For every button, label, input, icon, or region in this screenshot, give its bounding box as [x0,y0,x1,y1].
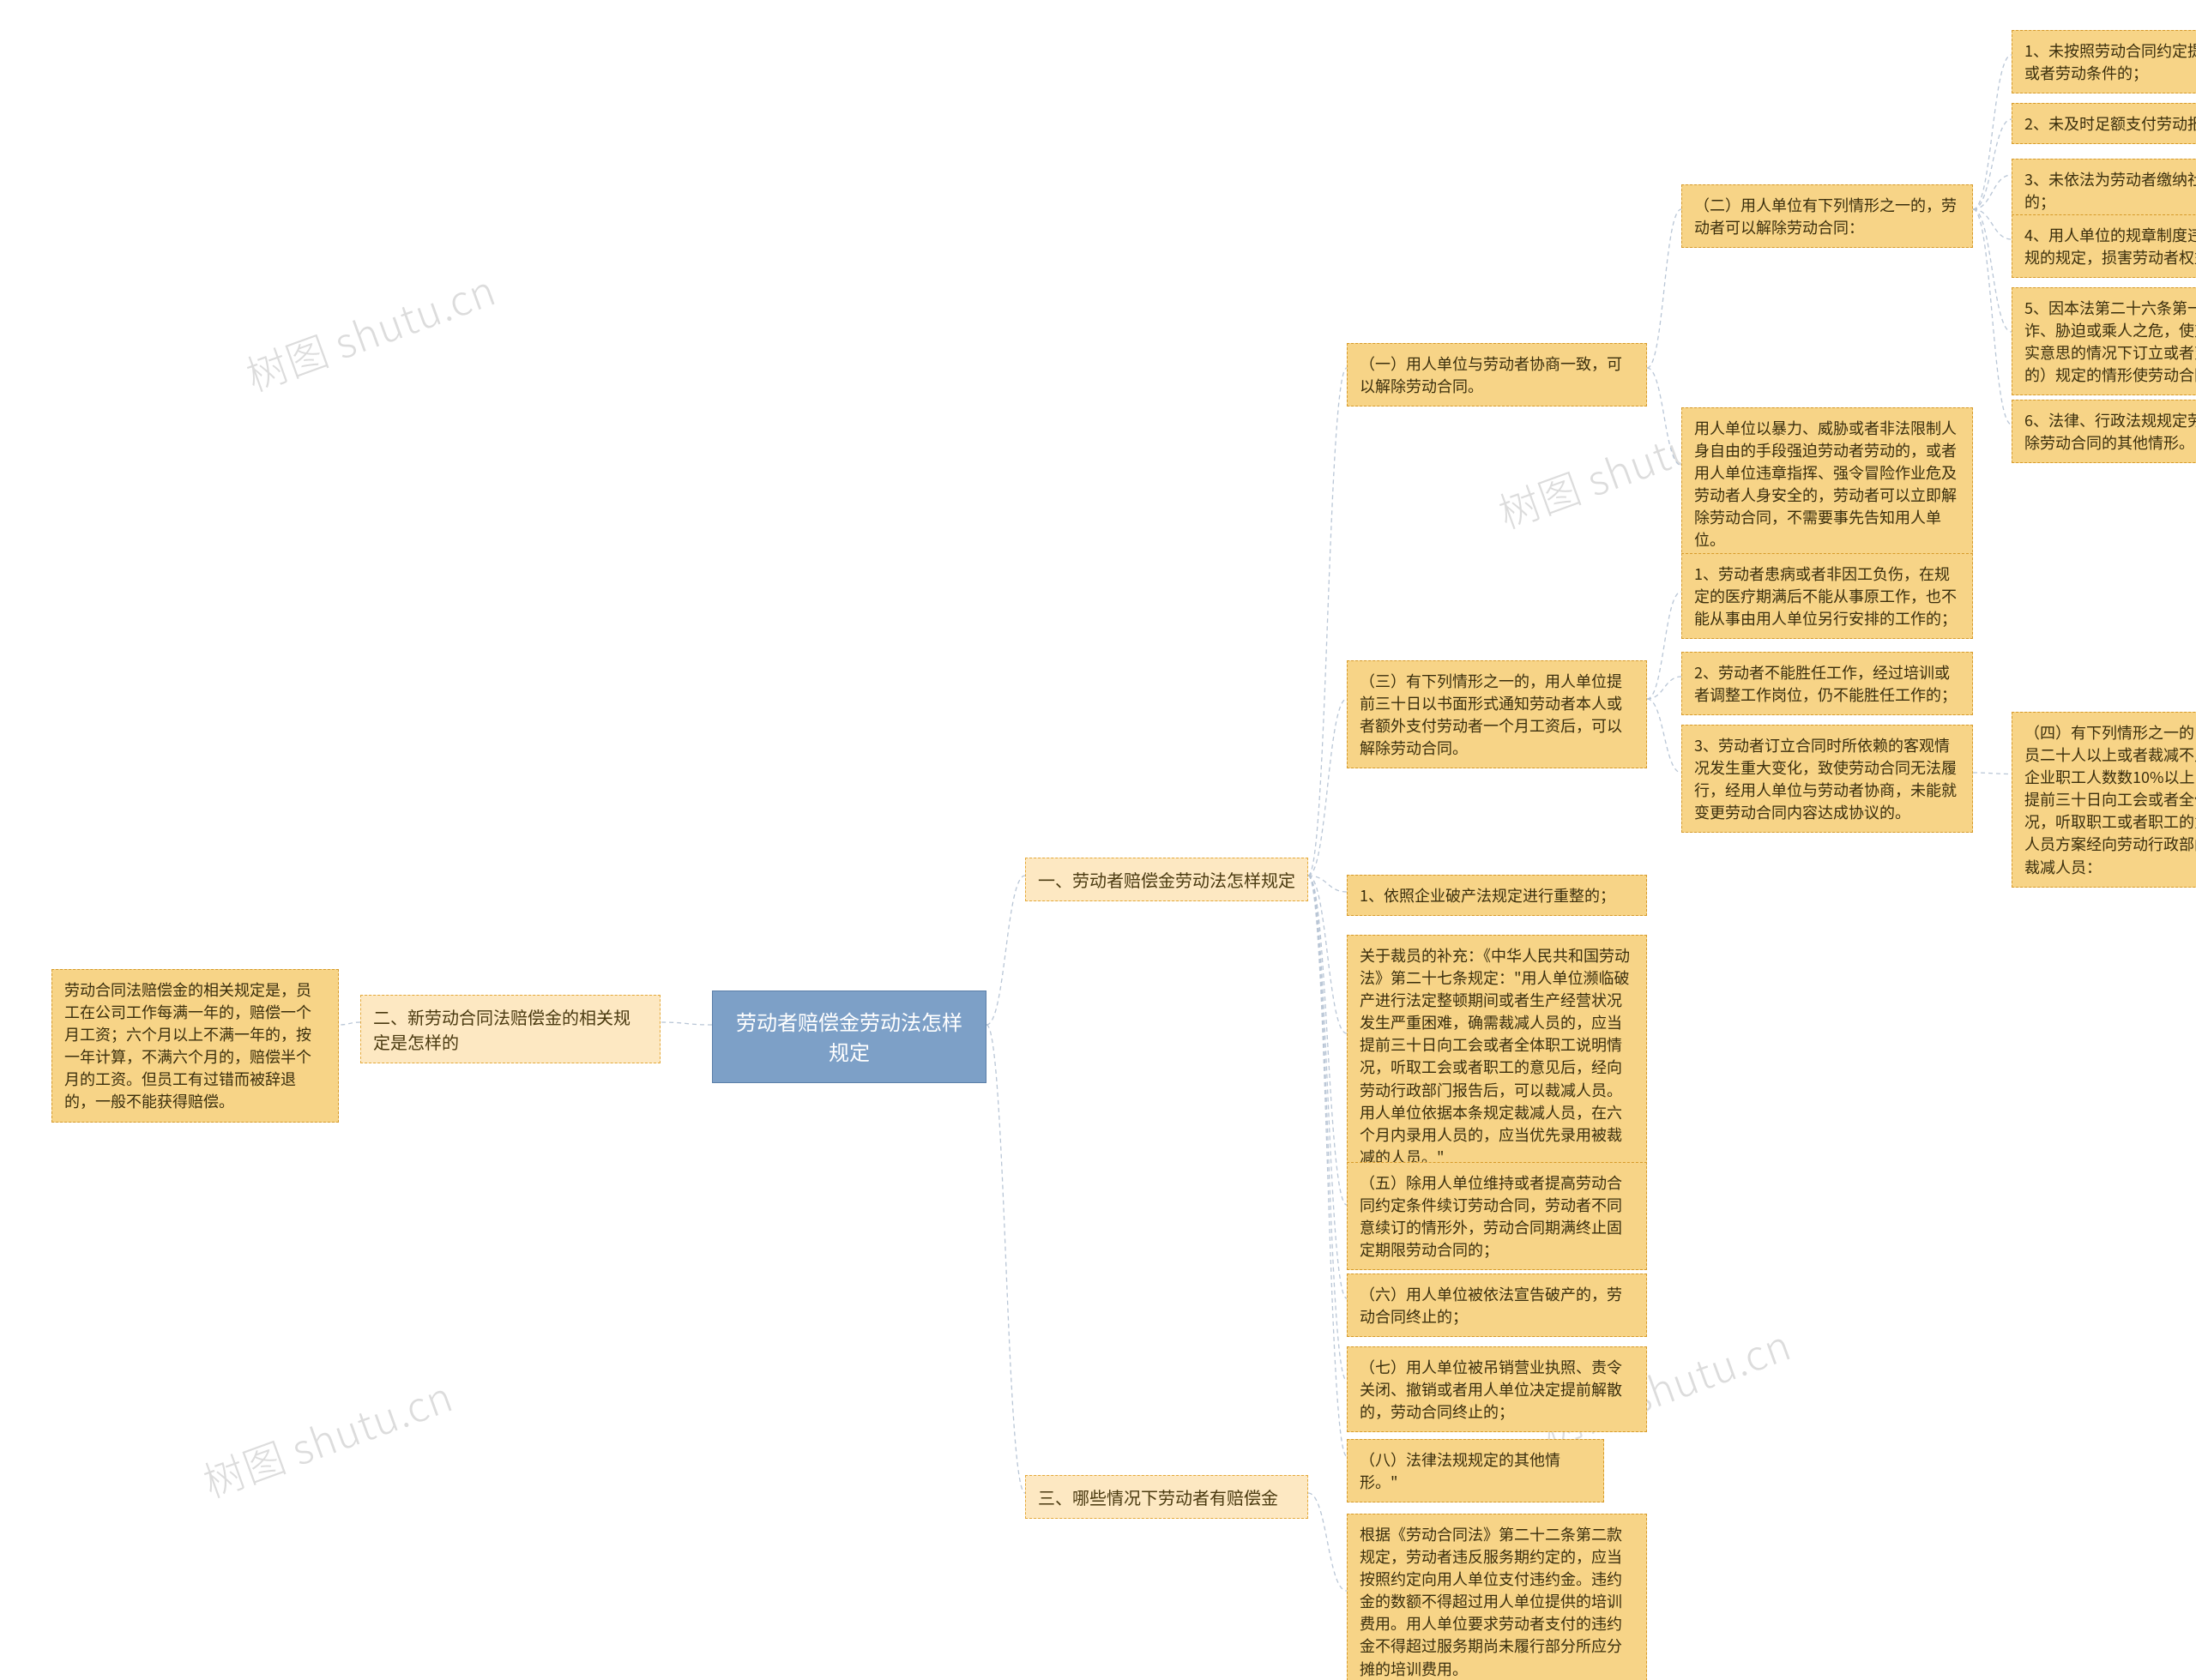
leaf-c2-i6: 6、法律、行政法规规定劳动者可以解除劳动合同的其他情形。 [2012,400,2196,463]
watermark: 树图 shutu.cn [237,257,503,403]
leaf-s3-detail: 根据《劳动合同法》第二十二条第二款规定，劳动者违反服务期约定的，应当按照约定向用… [1347,1514,1647,1680]
branch-section-3[interactable]: 三、哪些情况下劳动者有赔偿金 [1025,1475,1308,1519]
leaf-s1-c7: （七）用人单位被吊销营业执照、责令关闭、撤销或者用人单位决定提前解散的，劳动合同… [1347,1346,1647,1432]
connector-layer [0,0,2196,1680]
leaf-c3-j3: 3、劳动者订立合同时所依赖的客观情况发生重大变化，致使劳动合同无法履行，经用人单… [1681,725,1973,833]
leaf-c3-j1: 1、劳动者患病或者非因工负伤，在规定的医疗期满后不能从事原工作，也不能从事由用人… [1681,553,1973,639]
root-node[interactable]: 劳动者赔偿金劳动法怎样 规定 [712,991,986,1083]
branch-section-1[interactable]: 一、劳动者赔偿金劳动法怎样规定 [1025,858,1308,901]
leaf-s1-c2x: 用人单位以暴力、威胁或者非法限制人身自由的手段强迫劳动者劳动的，或者用人单位违章… [1681,407,1973,561]
leaf-c3-j2: 2、劳动者不能胜任工作，经过培训或者调整工作岗位，仍不能胜任工作的； [1681,652,1973,715]
leaf-s1-c8: （八）法律法规规定的其他情形。" [1347,1439,1604,1502]
leaf-s1-c4a: 1、依照企业破产法规定进行重整的； [1347,875,1647,916]
leaf-s1-c1: （一）用人单位与劳动者协商一致，可以解除劳动合同。 [1347,343,1647,406]
leaf-c2-i2: 2、未及时足额支付劳动报酬的； [2012,103,2196,144]
leaf-c2-i3: 3、未依法为劳动者缴纳社会保险费用的； [2012,159,2196,222]
leaf-c2-i1: 1、未按照劳动合同约定提供劳动保护或者劳动条件的； [2012,30,2196,93]
leaf-s1-c5: （五）除用人单位维持或者提高劳动合同约定条件续订劳动合同，劳动者不同意续订的情形… [1347,1162,1647,1270]
leaf-section-2-detail: 劳动合同法赔偿金的相关规定是，员工在公司工作每满一年的，赔偿一个月工资；六个月以… [51,969,339,1123]
leaf-s1-c6: （六）用人单位被依法宣告破产的，劳动合同终止的； [1347,1274,1647,1337]
leaf-c2-i4: 4、用人单位的规章制度违反法律、法规的规定，损害劳动者权益的； [2012,214,2196,278]
leaf-c2-i5: 5、因本法第二十六条第一款（以欺诈、胁迫或乘人之危，使对方在违背真实意思的情况下… [2012,287,2196,395]
leaf-s1-c3: （三）有下列情形之一的，用人单位提前三十日以书面形式通知劳动者本人或者额外支付劳… [1347,660,1647,768]
watermark: 树图 shutu.cn [194,1364,460,1509]
branch-section-2[interactable]: 二、新劳动合同法赔偿金的相关规 定是怎样的 [360,995,661,1063]
leaf-c3-j4: （四）有下列情形之一的，需要裁减人员二十人以上或者裁减不足二十人但占企业职工人数… [2012,712,2196,888]
leaf-s1-c4b: 关于裁员的补充：《中华人民共和国劳动法》第二十七条规定："用人单位濒临破产进行法… [1347,935,1647,1177]
leaf-s1-c2: （二）用人单位有下列情形之一的，劳动者可以解除劳动合同： [1681,184,1973,248]
